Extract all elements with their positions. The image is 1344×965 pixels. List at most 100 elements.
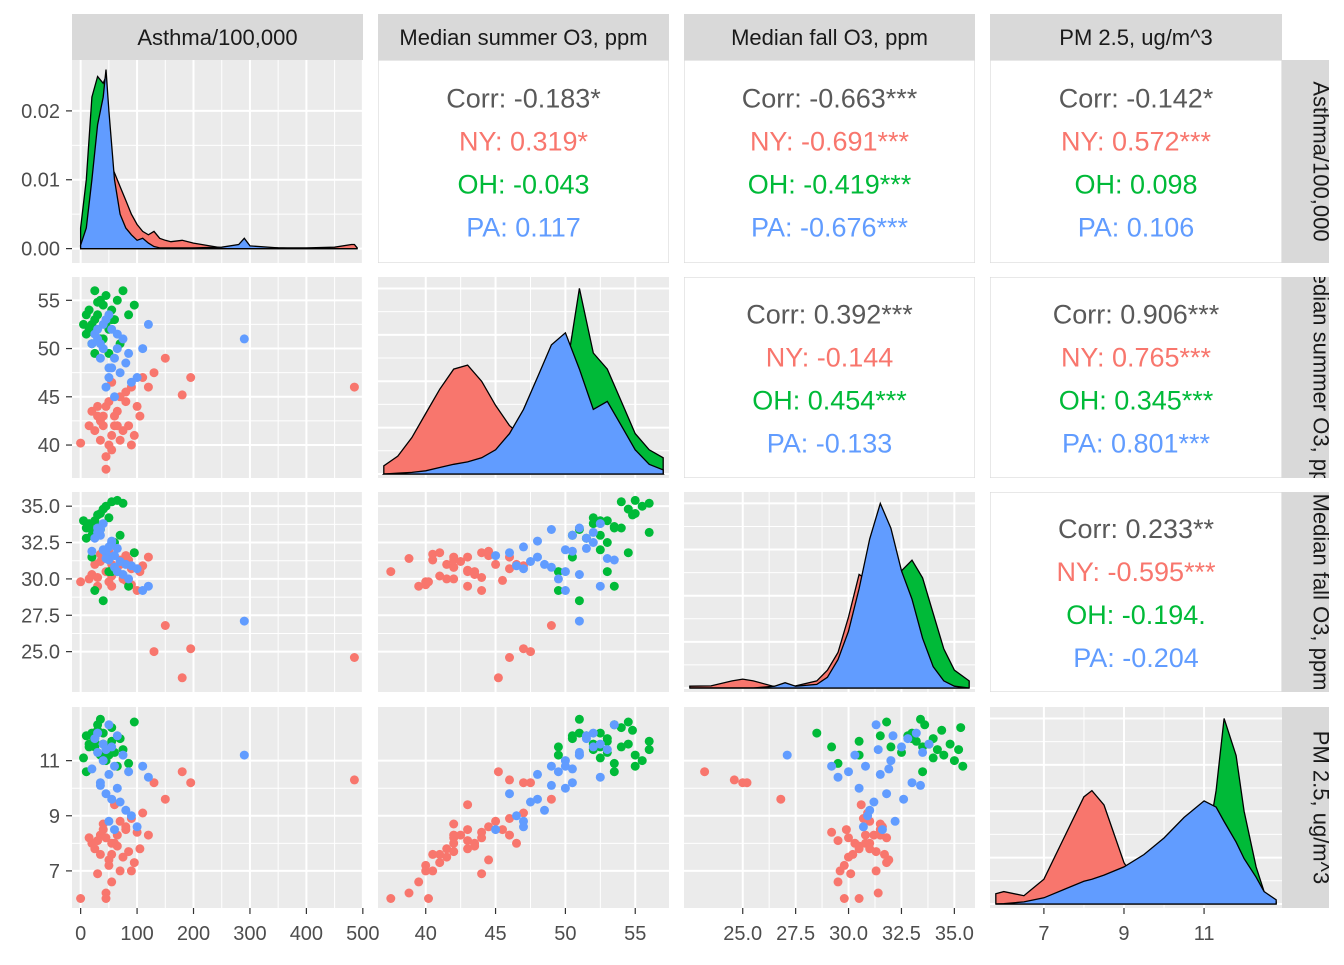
point-ny [880,849,889,859]
panel-summer-asthma [72,277,363,478]
column-strip-label: PM 2.5, ug/m^3 [1059,25,1212,50]
point-pa [112,783,122,793]
point-oh [595,753,605,763]
point-pa [126,811,136,821]
point-pa [239,334,249,344]
point-pa [95,525,105,534]
point-pa [863,811,873,821]
panel-bg [72,492,363,692]
panel-fall-pm [990,492,1282,692]
point-ny [463,836,473,846]
point-ny [95,435,105,445]
point-pa [588,728,598,738]
point-ny [484,546,494,556]
y-tick-label: 55 [38,290,60,312]
point-ny [110,411,119,421]
point-ny [126,866,136,876]
panel-summer-summer [378,277,669,478]
corr-ny-text: NY: 0.572*** [1061,127,1212,157]
point-oh [553,742,563,752]
point-ny [135,844,145,854]
point-oh [630,750,640,760]
point-ny [107,445,117,455]
point-oh [628,725,637,735]
point-pa [560,545,570,555]
x-tick-label: 9 [1118,923,1129,945]
point-ny [132,401,142,411]
point-oh [574,596,584,606]
point-ny [160,794,170,804]
corr-ny-text: NY: -0.595*** [1056,557,1216,587]
row-strip-bg [1282,707,1329,908]
column-strip-bg [378,14,669,60]
y-tick-label: 32.5 [21,533,60,555]
point-pa [602,745,612,755]
y-tick-label: 30.0 [21,569,60,591]
y-tick-label: 50 [38,339,60,361]
point-oh [609,758,619,768]
point-ny [491,559,501,569]
panel-summer-fall [684,277,975,478]
point-ny [484,822,494,832]
point-pa [588,538,598,547]
point-ny [493,673,503,683]
point-ny [856,800,866,810]
point-oh [595,728,605,738]
y-tick-label: 0.00 [21,239,60,261]
point-ny [186,644,196,654]
point-oh [602,736,612,746]
point-pa [533,769,542,779]
point-pa [104,769,114,779]
point-pa [104,720,114,730]
point-ny [505,653,514,662]
column-strip-fall: Median fall O3, ppm [684,14,975,60]
point-pa [833,772,843,782]
point-oh [95,714,105,724]
column-strip-pm: PM 2.5, ug/m^3 [990,14,1282,60]
point-ny [428,849,438,859]
point-ny [729,775,739,785]
point-ny [477,869,487,879]
point-pa [118,750,128,760]
point-oh [812,728,822,738]
point-pa [574,750,584,760]
point-oh [602,567,612,577]
point-ny [463,581,473,591]
point-oh [602,538,612,547]
column-strip-summer: Median summer O3, ppm [378,14,669,60]
point-pa [567,546,577,556]
point-oh [609,581,619,591]
point-ny [449,847,459,857]
correlation-panel-bg [684,60,975,263]
point-ny [95,849,105,859]
point-pa [512,561,521,571]
point-pa [574,616,584,626]
point-pa [107,536,117,546]
point-pa [560,761,570,771]
x-tick-label: 50 [554,923,576,945]
point-pa [882,789,892,799]
point-pa [546,780,556,790]
row-strip-bg [1282,60,1329,263]
corr-overall-text: Corr: 0.233** [1058,514,1215,544]
point-ny [484,855,494,865]
point-pa [93,728,103,738]
point-ny [93,401,103,411]
point-ny [121,825,131,835]
point-ny [143,552,153,562]
point-pa [581,533,591,543]
panel-fall-summer [378,492,669,692]
point-pa [95,339,105,349]
point-ny [101,464,111,474]
point-ny [98,421,108,431]
point-pa [132,373,142,382]
point-ny [491,816,501,826]
point-oh [574,728,584,738]
point-pa [854,783,864,793]
point-pa [93,324,103,334]
point-pa [124,767,134,777]
point-pa [104,310,114,320]
density-area-pa [382,331,664,475]
panel-pm-fall [684,707,975,908]
